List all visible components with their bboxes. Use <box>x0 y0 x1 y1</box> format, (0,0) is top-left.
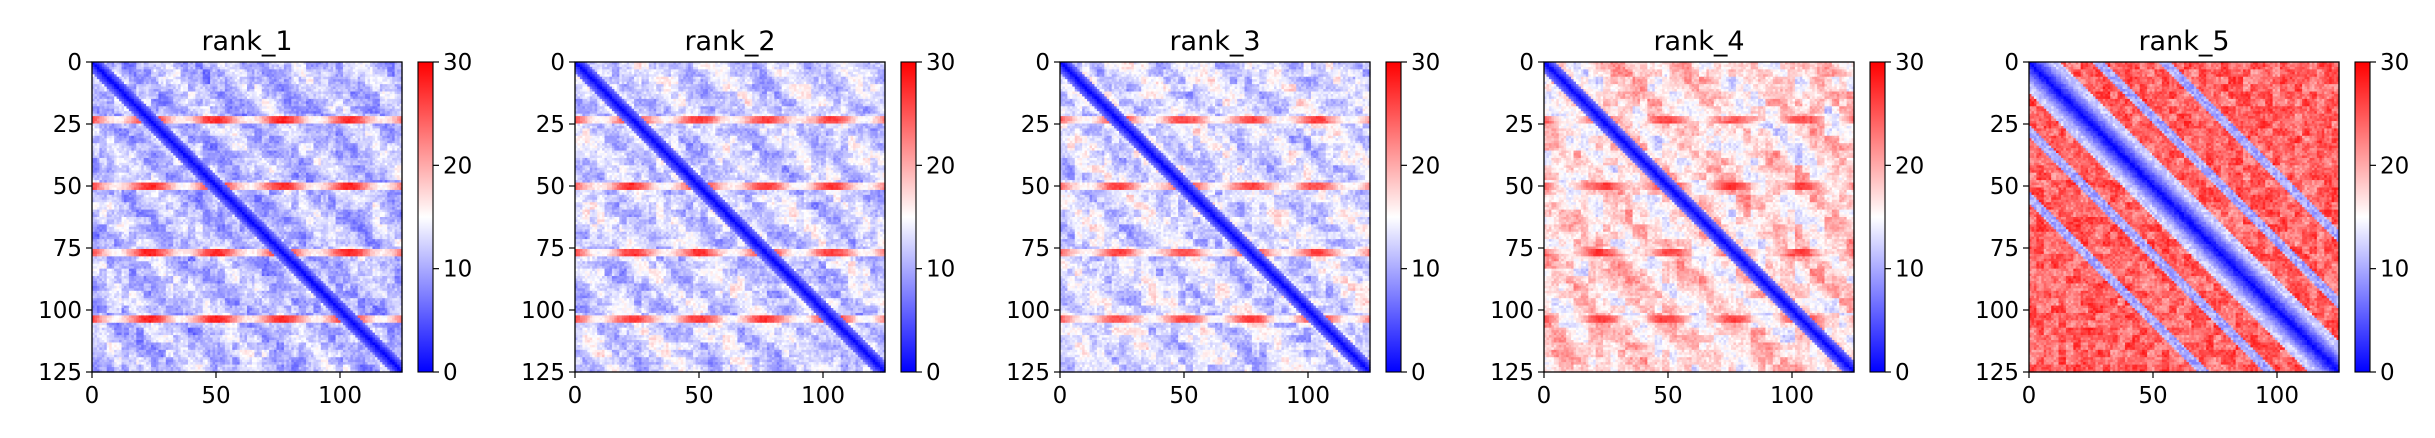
panel-title: rank_1 <box>201 26 292 57</box>
heatmap-cells <box>92 62 403 373</box>
